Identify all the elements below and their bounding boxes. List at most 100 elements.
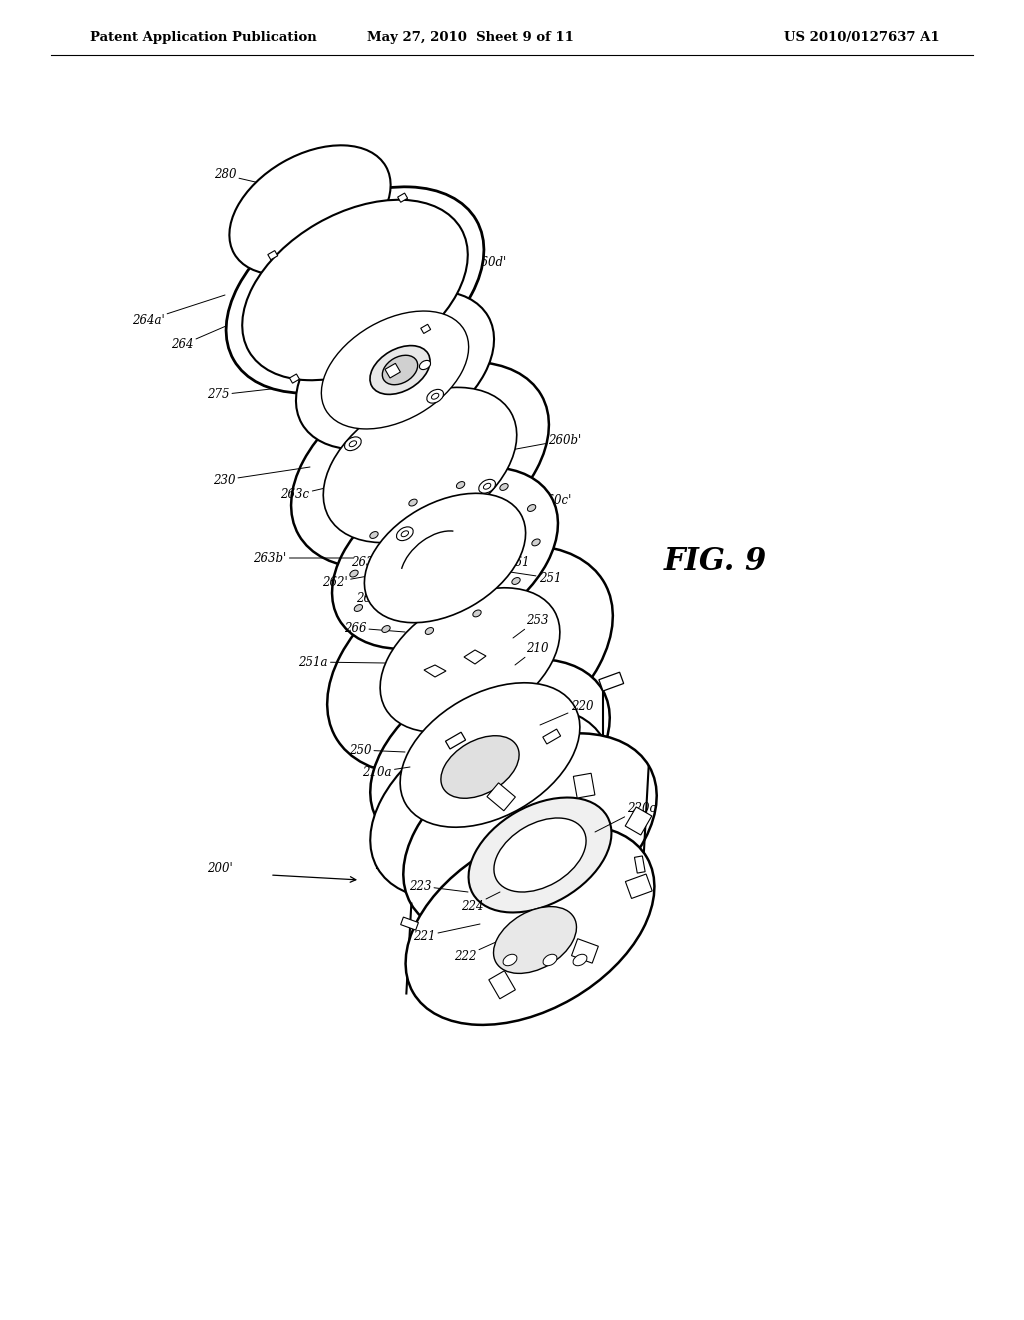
Text: 223: 223 — [409, 879, 468, 892]
Ellipse shape — [494, 818, 586, 892]
Ellipse shape — [406, 825, 654, 1024]
Text: 275: 275 — [207, 384, 315, 401]
Ellipse shape — [324, 387, 517, 543]
Text: 200': 200' — [207, 862, 232, 874]
Ellipse shape — [494, 907, 577, 973]
Text: 210a: 210a — [362, 766, 410, 779]
Text: 210: 210 — [515, 642, 548, 665]
Ellipse shape — [500, 483, 508, 491]
Text: 271c: 271c — [425, 309, 465, 338]
Text: 240': 240' — [455, 371, 503, 388]
Text: 266: 266 — [344, 622, 406, 635]
Ellipse shape — [425, 627, 433, 635]
Ellipse shape — [400, 682, 580, 828]
Ellipse shape — [226, 187, 484, 393]
Bar — [543, 729, 561, 744]
Bar — [421, 325, 431, 334]
Text: 271a: 271a — [250, 368, 360, 381]
Ellipse shape — [573, 954, 587, 966]
Ellipse shape — [229, 145, 390, 275]
Text: 222: 222 — [454, 942, 496, 962]
Ellipse shape — [483, 483, 490, 490]
Text: 264c': 264c' — [365, 226, 407, 260]
Ellipse shape — [409, 499, 417, 506]
Bar — [487, 783, 515, 810]
Text: 251a: 251a — [298, 656, 385, 668]
Text: 250: 250 — [349, 743, 406, 756]
Text: May 27, 2010  Sheet 9 of 11: May 27, 2010 Sheet 9 of 11 — [367, 30, 573, 44]
Text: 270: 270 — [450, 329, 479, 352]
Ellipse shape — [457, 482, 465, 488]
Text: 260c': 260c' — [490, 494, 571, 507]
Ellipse shape — [469, 797, 611, 912]
Ellipse shape — [344, 437, 361, 450]
Text: 264: 264 — [171, 319, 240, 351]
Text: 260d': 260d' — [435, 256, 507, 280]
Ellipse shape — [371, 708, 609, 899]
Text: Patent Application Publication: Patent Application Publication — [90, 30, 316, 44]
Ellipse shape — [328, 545, 612, 775]
Text: 221: 221 — [413, 924, 480, 942]
Bar — [626, 807, 652, 836]
Ellipse shape — [543, 954, 557, 966]
Text: 261: 261 — [483, 556, 529, 569]
Bar — [626, 874, 652, 899]
Ellipse shape — [243, 199, 468, 380]
Ellipse shape — [531, 539, 541, 546]
Ellipse shape — [473, 610, 481, 616]
Ellipse shape — [512, 578, 520, 585]
Text: FIG. 9: FIG. 9 — [664, 546, 767, 578]
Text: 265: 265 — [355, 585, 406, 605]
Text: 230: 230 — [213, 467, 310, 487]
Ellipse shape — [349, 441, 356, 446]
Bar — [385, 363, 400, 378]
Text: US 2010/0127637 A1: US 2010/0127637 A1 — [784, 30, 940, 44]
Text: 264b': 264b' — [415, 238, 472, 271]
Ellipse shape — [401, 531, 409, 537]
Ellipse shape — [371, 659, 609, 851]
Bar — [445, 733, 466, 748]
Text: 263b': 263b' — [253, 552, 353, 565]
Ellipse shape — [354, 605, 362, 611]
Ellipse shape — [380, 587, 560, 733]
Text: 251: 251 — [510, 572, 561, 585]
Text: 280: 280 — [214, 169, 290, 190]
Text: 260b': 260b' — [500, 433, 582, 451]
Text: 220c: 220c — [595, 801, 656, 832]
Ellipse shape — [350, 570, 358, 577]
Ellipse shape — [382, 626, 390, 632]
Text: 263: 263 — [351, 554, 400, 569]
Ellipse shape — [396, 527, 414, 541]
Text: 253: 253 — [513, 614, 548, 638]
Ellipse shape — [382, 355, 418, 384]
Bar — [571, 939, 598, 964]
Ellipse shape — [291, 362, 549, 568]
Bar — [599, 672, 624, 690]
Bar — [397, 193, 408, 202]
Text: 224: 224 — [461, 892, 500, 912]
Ellipse shape — [427, 389, 443, 403]
Ellipse shape — [370, 532, 378, 539]
Bar — [635, 855, 645, 873]
Ellipse shape — [322, 312, 469, 429]
Ellipse shape — [503, 954, 517, 966]
Ellipse shape — [527, 504, 536, 511]
Ellipse shape — [370, 346, 430, 395]
Text: 264a': 264a' — [132, 294, 225, 326]
Text: 273': 273' — [450, 351, 490, 370]
Ellipse shape — [420, 360, 430, 370]
Bar — [290, 374, 299, 383]
Ellipse shape — [431, 393, 439, 399]
Ellipse shape — [332, 467, 558, 649]
Ellipse shape — [441, 735, 519, 799]
Text: 263c: 263c — [281, 480, 360, 502]
Text: 263a: 263a — [425, 480, 470, 507]
Bar — [573, 774, 595, 799]
Text: 262': 262' — [323, 572, 390, 589]
Text: 220: 220 — [540, 701, 593, 725]
Ellipse shape — [479, 479, 496, 494]
Ellipse shape — [365, 494, 525, 623]
Bar — [488, 970, 515, 999]
Ellipse shape — [403, 734, 656, 937]
Bar — [268, 251, 278, 260]
